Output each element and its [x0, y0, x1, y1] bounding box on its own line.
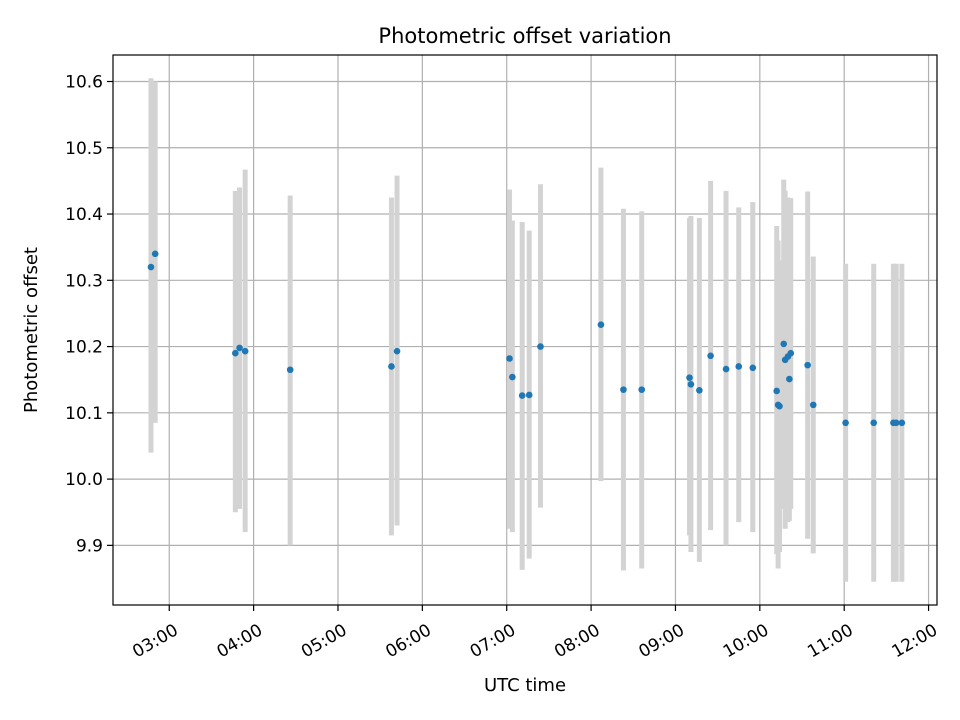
data-point — [786, 375, 793, 383]
data-point — [722, 365, 730, 373]
y-tick-label: 10.6 — [65, 73, 103, 93]
y-tick-label: 10.1 — [65, 404, 103, 424]
data-point — [870, 419, 878, 427]
data-point — [787, 349, 795, 357]
data-point — [241, 347, 249, 355]
data-point — [236, 344, 243, 352]
data-point — [620, 386, 627, 393]
y-tick-label: 10.5 — [65, 139, 103, 159]
data-point — [518, 392, 526, 399]
data-point — [892, 419, 900, 427]
chart-title: Photometric offset variation — [378, 24, 671, 48]
data-point — [506, 355, 513, 362]
data-point — [151, 250, 159, 258]
y-tick-label: 10.3 — [65, 271, 103, 291]
plot-frame — [112, 54, 938, 606]
data-point — [780, 340, 788, 348]
data-point — [638, 386, 646, 393]
data-point — [509, 373, 516, 381]
y-tick-label: 10.0 — [65, 470, 103, 490]
y-axis: 9.9 10.0 10.1 10.2 10.3 10.4 10.5 10.6 — [65, 73, 113, 556]
data-point — [898, 419, 906, 427]
data-point — [809, 401, 817, 409]
data-point — [735, 363, 743, 370]
data-points — [147, 250, 906, 427]
data-point — [776, 402, 783, 410]
x-axis-title: UTC time — [484, 675, 566, 696]
data-point — [842, 419, 849, 427]
data-point — [687, 381, 695, 388]
data-point — [749, 364, 757, 372]
data-point — [804, 361, 811, 369]
data-point — [525, 391, 533, 399]
data-point — [537, 343, 544, 350]
data-point — [147, 263, 155, 271]
data-point — [286, 366, 294, 374]
y-tick-label: 9.9 — [76, 536, 103, 556]
data-point — [597, 321, 605, 328]
data-point — [388, 363, 395, 370]
grid — [113, 55, 937, 605]
y-tick-label: 10.4 — [65, 205, 103, 225]
data-point — [232, 349, 239, 357]
data-point — [393, 347, 401, 355]
y-tick-label: 10.2 — [65, 338, 103, 358]
data-point — [773, 387, 780, 395]
data-point — [707, 352, 714, 360]
data-point — [696, 387, 703, 394]
data-point — [686, 374, 693, 382]
y-axis-title: Photometric offset — [21, 247, 42, 413]
